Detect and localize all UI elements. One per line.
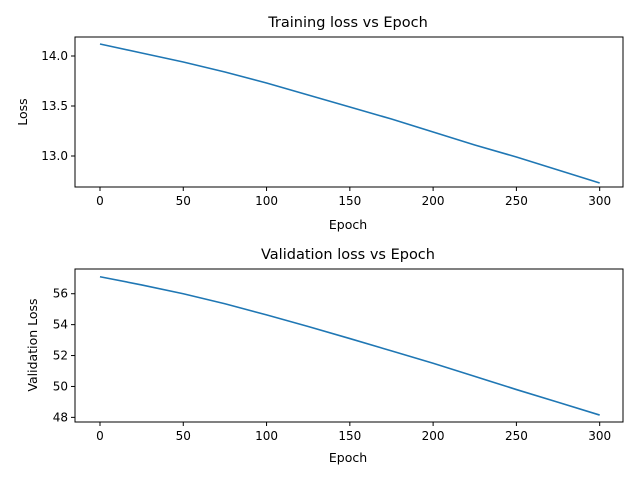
x-axis: 0 50 100 150 200 250 300 [96, 422, 611, 443]
y-tick-label: 13.0 [41, 149, 68, 163]
y-tick-label: 56 [53, 287, 68, 301]
y-axis-label: Validation Loss [25, 298, 40, 391]
x-tick-label: 300 [588, 194, 611, 208]
validation-loss-line [99, 275, 600, 416]
x-tick-label: 100 [255, 194, 278, 208]
plot-area-frame [74, 268, 624, 423]
x-tick-label: 50 [176, 194, 191, 208]
y-tick-label: 48 [53, 410, 68, 424]
x-tick-label: 150 [338, 194, 361, 208]
validation-loss-chart: Validation loss vs Epoch 0 50 100 150 200 250… [25, 247, 624, 465]
y-tick-label: 13.5 [41, 99, 68, 113]
chart-title: Validation loss vs Epoch [261, 247, 435, 263]
x-axis-label: Epoch [329, 450, 367, 465]
y-tick-label: 52 [53, 349, 68, 363]
y-axis-label: Loss [15, 98, 30, 125]
x-tick-label: 300 [588, 429, 611, 443]
x-tick-label: 200 [422, 194, 445, 208]
y-axis: 13.0 13.5 14.0 [41, 49, 75, 163]
x-tick-label: 250 [505, 429, 528, 443]
y-tick-label: 50 [53, 379, 68, 393]
training-loss-line [99, 43, 600, 184]
y-tick-label: 54 [53, 318, 68, 332]
x-tick-label: 150 [338, 429, 361, 443]
x-tick-label: 250 [505, 194, 528, 208]
plot-area-frame [74, 36, 624, 188]
y-tick-label: 14.0 [41, 49, 68, 63]
x-tick-label: 50 [176, 429, 191, 443]
x-tick-label: 200 [422, 429, 445, 443]
x-tick-label: 0 [96, 194, 104, 208]
x-axis-label: Epoch [329, 217, 367, 232]
chart-title: Training loss vs Epoch [267, 15, 428, 31]
y-axis: 48 50 52 54 56 [53, 287, 75, 424]
x-tick-label: 0 [96, 429, 104, 443]
training-loss-chart: Training loss vs Epoch 0 50 100 150 200 250 30… [15, 15, 624, 232]
x-axis: 0 50 100 150 200 250 300 [96, 187, 611, 208]
x-tick-label: 100 [255, 429, 278, 443]
